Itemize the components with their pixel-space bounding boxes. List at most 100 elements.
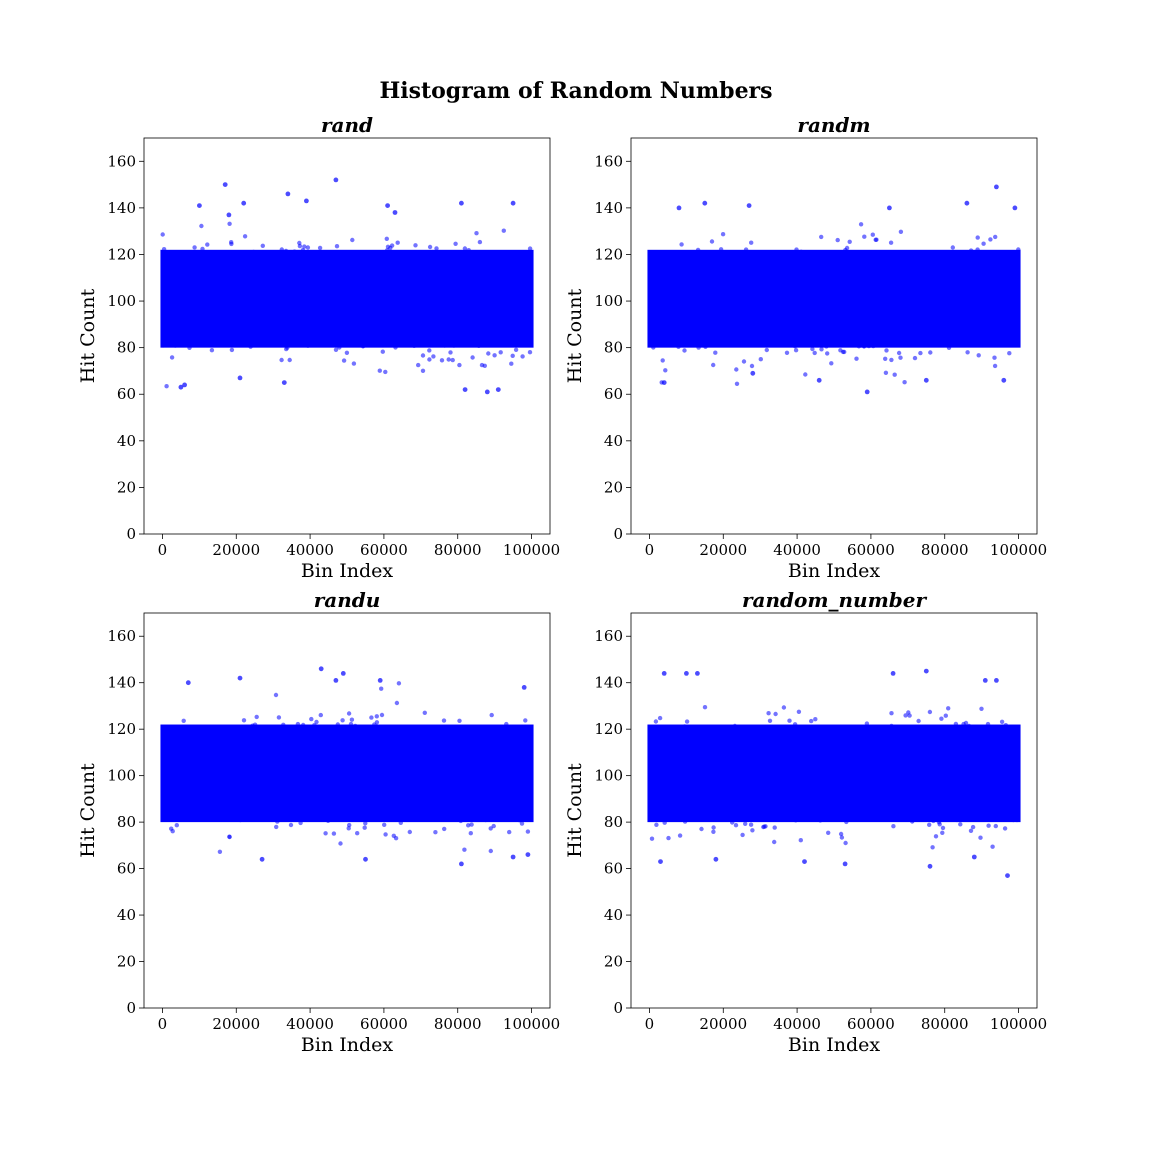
scatter-point (468, 831, 473, 836)
scatter-point-outlier (746, 203, 752, 209)
scatter-point (968, 248, 974, 253)
scatter-point (772, 839, 777, 845)
x-tick-label: 20000 (212, 541, 260, 559)
scatter-point (654, 822, 659, 827)
y-axis-label: Hit Count (77, 763, 99, 858)
scatter-point (953, 721, 959, 727)
scatter-point-outlier (392, 210, 398, 215)
figure-suptitle: Histogram of Random Numbers (379, 78, 772, 104)
scatter-point (363, 821, 368, 826)
scatter-point (743, 247, 749, 252)
scatter-point (702, 705, 708, 710)
scatter-point (498, 350, 503, 355)
scatter-point (874, 237, 879, 242)
scatter-point (748, 822, 754, 827)
scatter-point (730, 820, 735, 825)
x-tick-label: 100000 (990, 1015, 1047, 1033)
scatter-point (379, 686, 384, 691)
scatter-point (507, 829, 512, 835)
x-tick-label: 100000 (503, 541, 560, 559)
scatter-point (422, 710, 427, 715)
scatter-point (488, 826, 493, 831)
scatter-point (943, 713, 948, 718)
scatter-point (441, 718, 447, 723)
scatter-point (238, 817, 243, 823)
scatter-point (427, 357, 432, 362)
scatter-point (383, 832, 388, 837)
scatter-point (241, 718, 247, 723)
scatter-point (981, 241, 986, 246)
scatter-point (346, 724, 351, 729)
scatter-point-outlier (982, 678, 988, 683)
scatter-point (254, 714, 259, 720)
scatter-point (305, 343, 311, 348)
scatter-point-outlier (842, 861, 848, 867)
scatter-point (251, 249, 256, 255)
scatter-point (1011, 817, 1016, 823)
scatter-point (718, 247, 724, 252)
scatter-point (229, 347, 235, 353)
scatter-point (810, 346, 815, 352)
x-tick-label: 40000 (286, 541, 334, 559)
scatter-point (395, 240, 400, 245)
scatter-point-outlier (927, 863, 933, 869)
scatter-point (916, 718, 921, 724)
y-tick-label: 140 (107, 199, 136, 217)
scatter-point (854, 356, 859, 361)
scatter-point (927, 709, 933, 715)
scatter-point (334, 244, 340, 249)
scatter-point-outlier (1005, 873, 1010, 878)
scatter-point (252, 722, 258, 727)
scatter-point (200, 246, 205, 252)
scatter-series (647, 184, 1021, 395)
scatter-point (362, 825, 367, 830)
scatter-point (861, 343, 867, 349)
scatter-point-outlier (226, 212, 232, 218)
axes-frame (630, 137, 1038, 535)
scatter-point (871, 343, 876, 349)
scatter-point (993, 823, 998, 829)
x-axis-label: Bin Index (788, 1034, 880, 1056)
scatter-point (451, 343, 457, 348)
y-tick-label: 100 (594, 767, 623, 785)
subplot-title: randu (314, 588, 381, 612)
scatter-point (835, 237, 840, 243)
scatter-point (349, 717, 355, 722)
scatter-point-outlier (964, 200, 970, 206)
scatter-point (276, 715, 282, 720)
scatter-point (1000, 724, 1005, 729)
scatter-point (734, 381, 740, 386)
scatter-point (341, 358, 347, 363)
scatter-point (1016, 247, 1021, 252)
scatter-point (169, 355, 175, 360)
scatter-point (442, 343, 447, 348)
scatter-point-outlier (702, 200, 708, 206)
scatter-point (298, 820, 303, 826)
scatter-point (260, 243, 265, 248)
y-tick-label: 160 (107, 627, 136, 645)
scatter-point (346, 826, 351, 831)
scatter-point-outlier (340, 671, 346, 676)
scatter-point (988, 237, 993, 242)
scatter-point (279, 247, 284, 252)
scatter-point (520, 354, 525, 359)
scatter-point-outlier (484, 389, 490, 395)
scatter-point-outlier (459, 861, 464, 867)
scatter-point (781, 705, 787, 710)
scatter-point (813, 717, 818, 722)
scatter-dense-core (160, 724, 534, 823)
scatter-point (431, 354, 436, 359)
scatter-point-outlier (318, 666, 324, 672)
scatter-point (413, 243, 418, 248)
scatter-point (862, 234, 867, 239)
scatter-dense-core (647, 724, 1021, 823)
axes-frame (143, 612, 551, 1009)
scatter-point-outlier (890, 671, 896, 676)
x-tick-label: 40000 (773, 1015, 821, 1033)
scatter-point (986, 823, 991, 828)
scatter-point (884, 348, 889, 353)
y-tick-label: 160 (594, 152, 623, 170)
scatter-point-outlier (816, 377, 822, 383)
subplot-title: rand (321, 113, 373, 137)
scatter-point (285, 345, 290, 350)
